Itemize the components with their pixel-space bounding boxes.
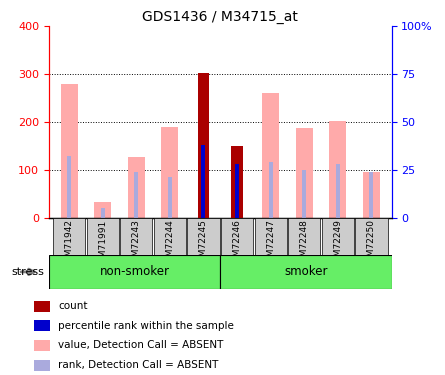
FancyBboxPatch shape [49,255,220,289]
Text: value, Detection Call = ABSENT: value, Detection Call = ABSENT [58,340,224,351]
Text: GSM72248: GSM72248 [300,219,309,268]
Text: rank, Detection Call = ABSENT: rank, Detection Call = ABSENT [58,360,218,370]
Bar [322,217,354,255]
Bar [231,146,243,218]
Bar [221,217,253,255]
Bar [34,360,50,370]
Text: percentile rank within the sample: percentile rank within the sample [58,321,234,331]
FancyBboxPatch shape [220,255,392,289]
Bar [198,73,209,217]
Bar [235,164,239,218]
Text: GSM71991: GSM71991 [98,219,107,268]
Bar [101,208,105,218]
Text: GSM72246: GSM72246 [233,219,242,268]
Text: count: count [58,301,88,311]
Bar [120,217,153,255]
Bar [128,157,145,218]
Bar [329,121,346,218]
Text: GSM72243: GSM72243 [132,219,141,268]
Bar [355,217,388,255]
Bar [369,172,373,217]
Text: GSM72250: GSM72250 [367,219,376,268]
Bar [336,164,340,218]
Text: GSM72244: GSM72244 [166,219,174,268]
Bar [67,156,71,218]
Bar [53,217,85,255]
Bar [255,217,287,255]
Bar [202,145,206,218]
Bar [302,170,306,217]
Bar [34,301,50,312]
Bar [87,217,119,255]
Text: smoker: smoker [284,266,328,278]
Bar [269,162,273,218]
Bar [34,340,50,351]
Bar [94,202,111,217]
Text: GSM71942: GSM71942 [65,219,73,268]
Bar [162,127,178,218]
Bar [34,320,50,331]
Text: stress: stress [12,267,45,277]
Text: non-smoker: non-smoker [100,266,170,278]
Text: GSM72247: GSM72247 [266,219,275,268]
Bar [363,172,380,217]
Bar [134,172,138,217]
Title: GDS1436 / M34715_at: GDS1436 / M34715_at [142,10,298,24]
Bar [262,93,279,218]
Bar [168,177,172,218]
Text: GSM72249: GSM72249 [333,219,342,268]
Bar [187,217,219,255]
Bar [288,217,320,255]
Bar [61,84,77,218]
Bar [296,128,313,218]
Text: GSM72245: GSM72245 [199,219,208,268]
Bar [154,217,186,255]
